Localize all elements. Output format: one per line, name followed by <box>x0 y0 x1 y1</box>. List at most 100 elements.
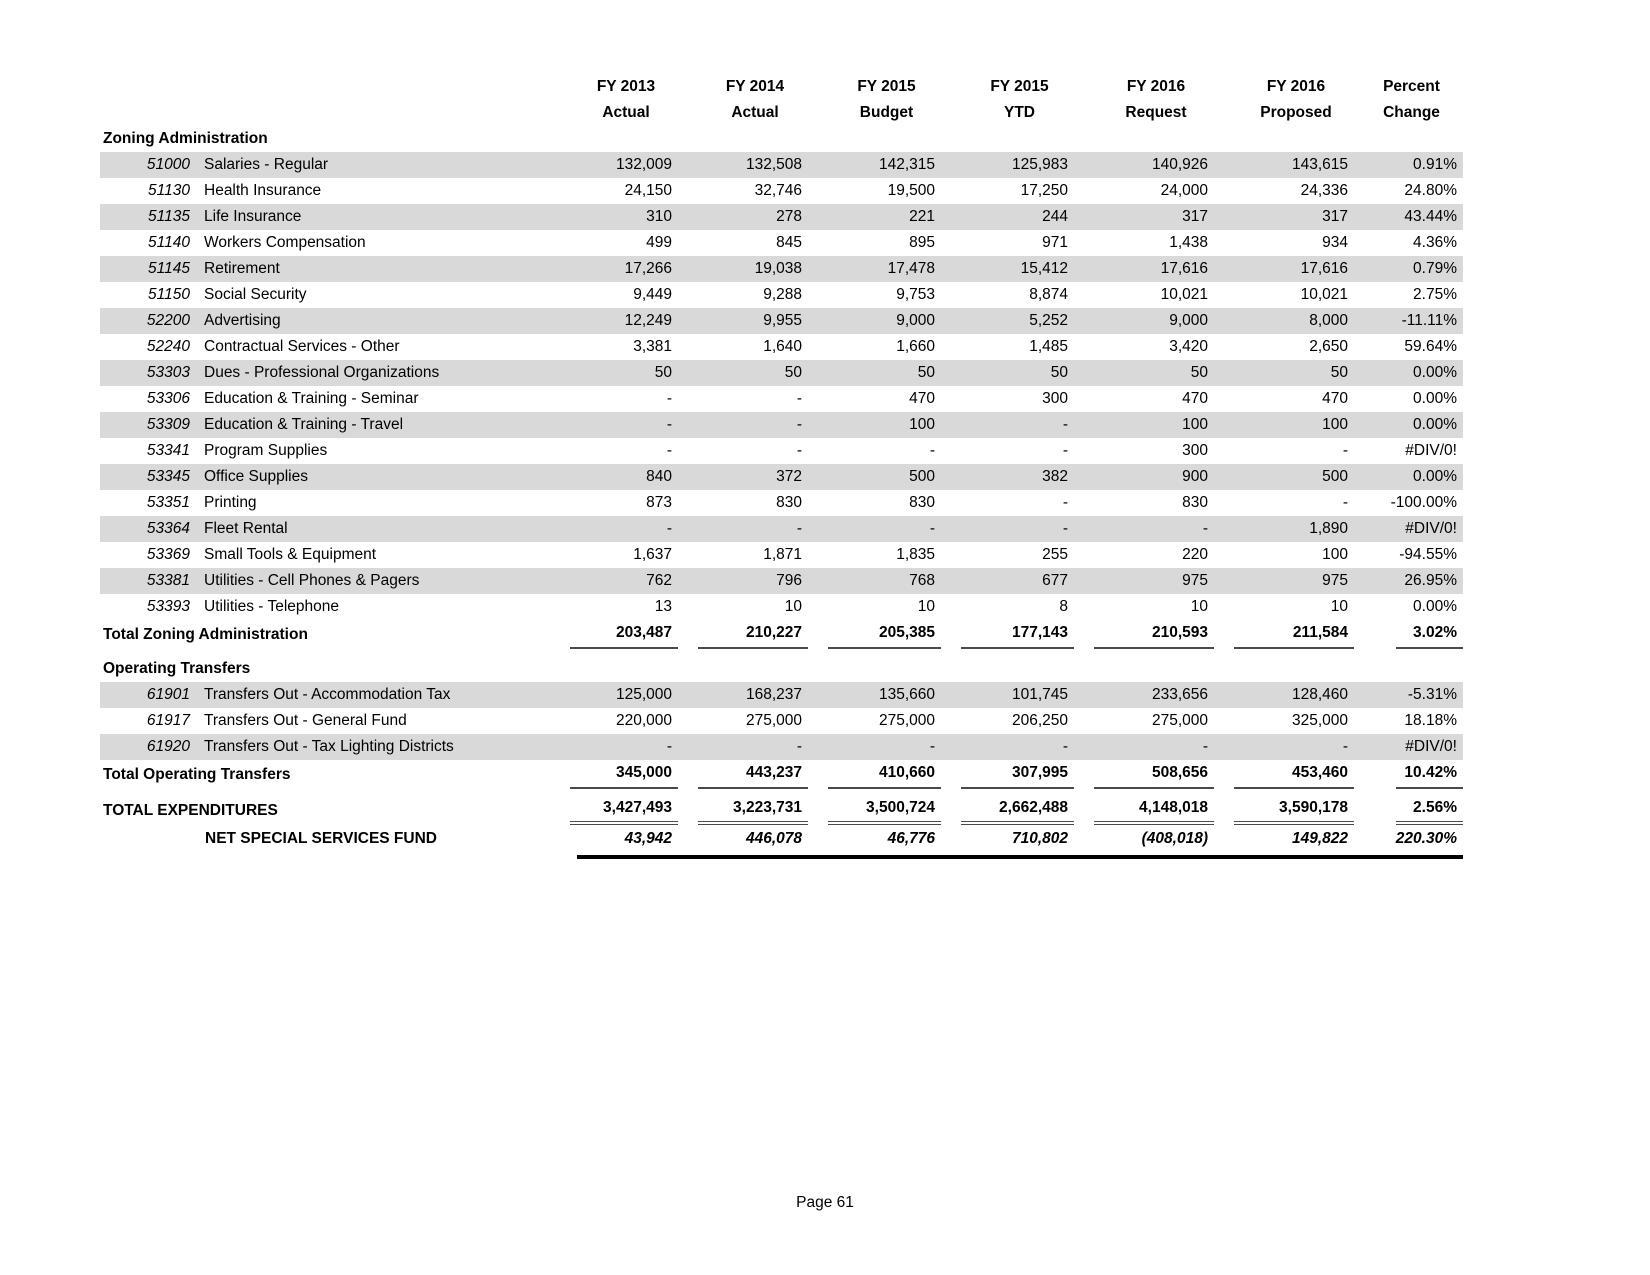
account-name: Contractual Services - Other <box>204 338 400 355</box>
cell-value: 211,584 <box>1214 620 1354 649</box>
header-line: FY 2016 <box>1266 78 1326 95</box>
total-row: Total Zoning Administration 203,487 210,22… <box>100 620 1463 649</box>
table-row: 53341 Program Supplies - - - - 300 - #DIV/0! <box>100 438 1463 464</box>
cell-value: 1,871 <box>763 546 802 563</box>
cell-value: 210,593 <box>1074 620 1214 649</box>
cell-value: 975 <box>1214 568 1354 594</box>
header-fy2015-ytd: FY 2015 YTD <box>941 70 1074 126</box>
account-code: 51000 <box>146 156 190 173</box>
cell-value: 3,427,493 <box>550 796 678 825</box>
header-line: Change <box>1383 104 1440 121</box>
cell-value: 677 <box>941 568 1074 594</box>
account-cell: 51150 Social Security <box>100 282 550 308</box>
header-line: YTD <box>1004 104 1035 121</box>
account-cell: 61920 Transfers Out - Tax Lighting Distri… <box>100 734 550 760</box>
cell-value: 470 <box>1182 390 1208 407</box>
account-name: Transfers Out - Tax Lighting Districts <box>204 738 454 755</box>
cell-value: 15,412 <box>941 256 1074 282</box>
cell-value: #DIV/0! <box>1405 442 1457 459</box>
account-name: Transfers Out - General Fund <box>204 712 407 729</box>
cell-value: 345,000 <box>550 760 678 789</box>
account-code: 61920 <box>146 738 190 755</box>
cell-value: - <box>808 734 941 760</box>
cell-value: 203,487 <box>550 620 678 649</box>
account-name: Printing <box>204 494 257 511</box>
cell-value: 2,650 <box>1309 338 1348 355</box>
cell-value: 10 <box>1330 598 1348 615</box>
cell-value: 9,000 <box>808 308 941 334</box>
cell-value: 8 <box>1059 598 1068 615</box>
account-name: Salaries - Regular <box>204 156 329 173</box>
cell-value: 443,237 <box>678 760 808 789</box>
cell-value: 971 <box>1042 234 1068 251</box>
underlined-value: 211,584 <box>1234 621 1354 649</box>
cell-value: 46,776 <box>887 830 935 847</box>
cell-value: 12,249 <box>550 308 678 334</box>
cell-value: - <box>666 390 672 407</box>
account-code: 52240 <box>146 338 190 355</box>
underlined-value: 2,662,488 <box>961 796 1074 825</box>
cell-value: 5,252 <box>941 308 1074 334</box>
cell-value: 845 <box>776 234 802 251</box>
account-name: Education & Training - Travel <box>204 416 404 433</box>
underlined-value: 210,593 <box>1094 621 1214 649</box>
cell-value: - <box>941 734 1074 760</box>
table-row: 51130 Health Insurance 24,150 32,746 19,500 1… <box>100 178 1463 204</box>
cell-value: 975 <box>1074 568 1214 594</box>
header-description <box>100 70 550 126</box>
cell-value: 50 <box>808 360 941 386</box>
account-code: 51140 <box>148 234 190 251</box>
cell-value: 43.44% <box>1354 204 1463 230</box>
table-row: 51150 Social Security 9,449 9,288 9,753 8,874… <box>100 282 1463 308</box>
cell-value: 4.36% <box>1413 234 1457 251</box>
cell-value: 895 <box>909 234 935 251</box>
section-header-row: Operating Transfers <box>100 656 1463 682</box>
underlined-value: 508,656 <box>1094 761 1214 789</box>
cell-value: 50 <box>1214 360 1354 386</box>
account-name: Utilities - Telephone <box>204 598 339 615</box>
cell-value: - <box>1342 494 1348 511</box>
header-fy2014-actual: FY 2014 Actual <box>678 70 808 126</box>
table-row: 61917 Transfers Out - General Fund 220,000… <box>100 708 1463 734</box>
cell-value: 10 <box>784 598 802 615</box>
header-fy2013-actual: FY 2013 Actual <box>550 70 678 126</box>
cell-value: 140,926 <box>1074 152 1214 178</box>
bottom-rule-row <box>100 853 1463 860</box>
cell-value: 446,078 <box>745 830 802 847</box>
header-line: FY 2014 <box>725 78 785 95</box>
cell-value: 0.00% <box>1354 464 1463 490</box>
account-name: Retirement <box>204 260 280 277</box>
table-row: 52200 Advertising 12,249 9,955 9,000 5,252 9,0… <box>100 308 1463 334</box>
table-row: 53369 Small Tools & Equipment 1,637 1,871 1,… <box>100 542 1463 568</box>
cell-value: 17,616 <box>1074 256 1214 282</box>
underlined-value: 345,000 <box>570 761 678 789</box>
account-cell: 51135 Life Insurance <box>100 204 550 230</box>
cell-value: 17,250 <box>1020 182 1068 199</box>
cell-value: 4,148,018 <box>1074 796 1214 825</box>
header-line: FY 2015 <box>857 78 916 95</box>
header-line: Budget <box>859 104 914 121</box>
account-cell: 53303 Dues - Professional Organizations <box>100 360 550 386</box>
cell-value: 19,500 <box>887 182 935 199</box>
account-name: Small Tools & Equipment <box>204 546 377 563</box>
cell-value: 382 <box>941 464 1074 490</box>
cell-value: 3,223,731 <box>678 796 808 825</box>
cell-value: - <box>1074 734 1214 760</box>
account-code: 53393 <box>146 598 190 615</box>
section-total-label: Total Operating Transfers <box>103 765 291 783</box>
cell-value: 9,449 <box>633 286 672 303</box>
cell-value: - <box>678 734 808 760</box>
cell-value: 125,983 <box>941 152 1074 178</box>
cell-value: 1,637 <box>633 546 672 563</box>
cell-value: 24,336 <box>1300 182 1348 199</box>
cell-value: 453,460 <box>1214 760 1354 789</box>
account-cell: 61917 Transfers Out - General Fund <box>100 708 550 734</box>
cell-value: 900 <box>1074 464 1214 490</box>
cell-value: 0.91% <box>1354 152 1463 178</box>
grand-row: TOTAL EXPENDITURES 3,427,493 3,223,731 3,50… <box>100 796 1463 825</box>
cell-value: 135,660 <box>808 682 941 708</box>
cell-value: 100 <box>1214 412 1354 438</box>
underlined-value: 3,590,178 <box>1234 796 1354 825</box>
cell-value: 410,660 <box>808 760 941 789</box>
table-row: 52240 Contractual Services - Other 3,381 1,… <box>100 334 1463 360</box>
